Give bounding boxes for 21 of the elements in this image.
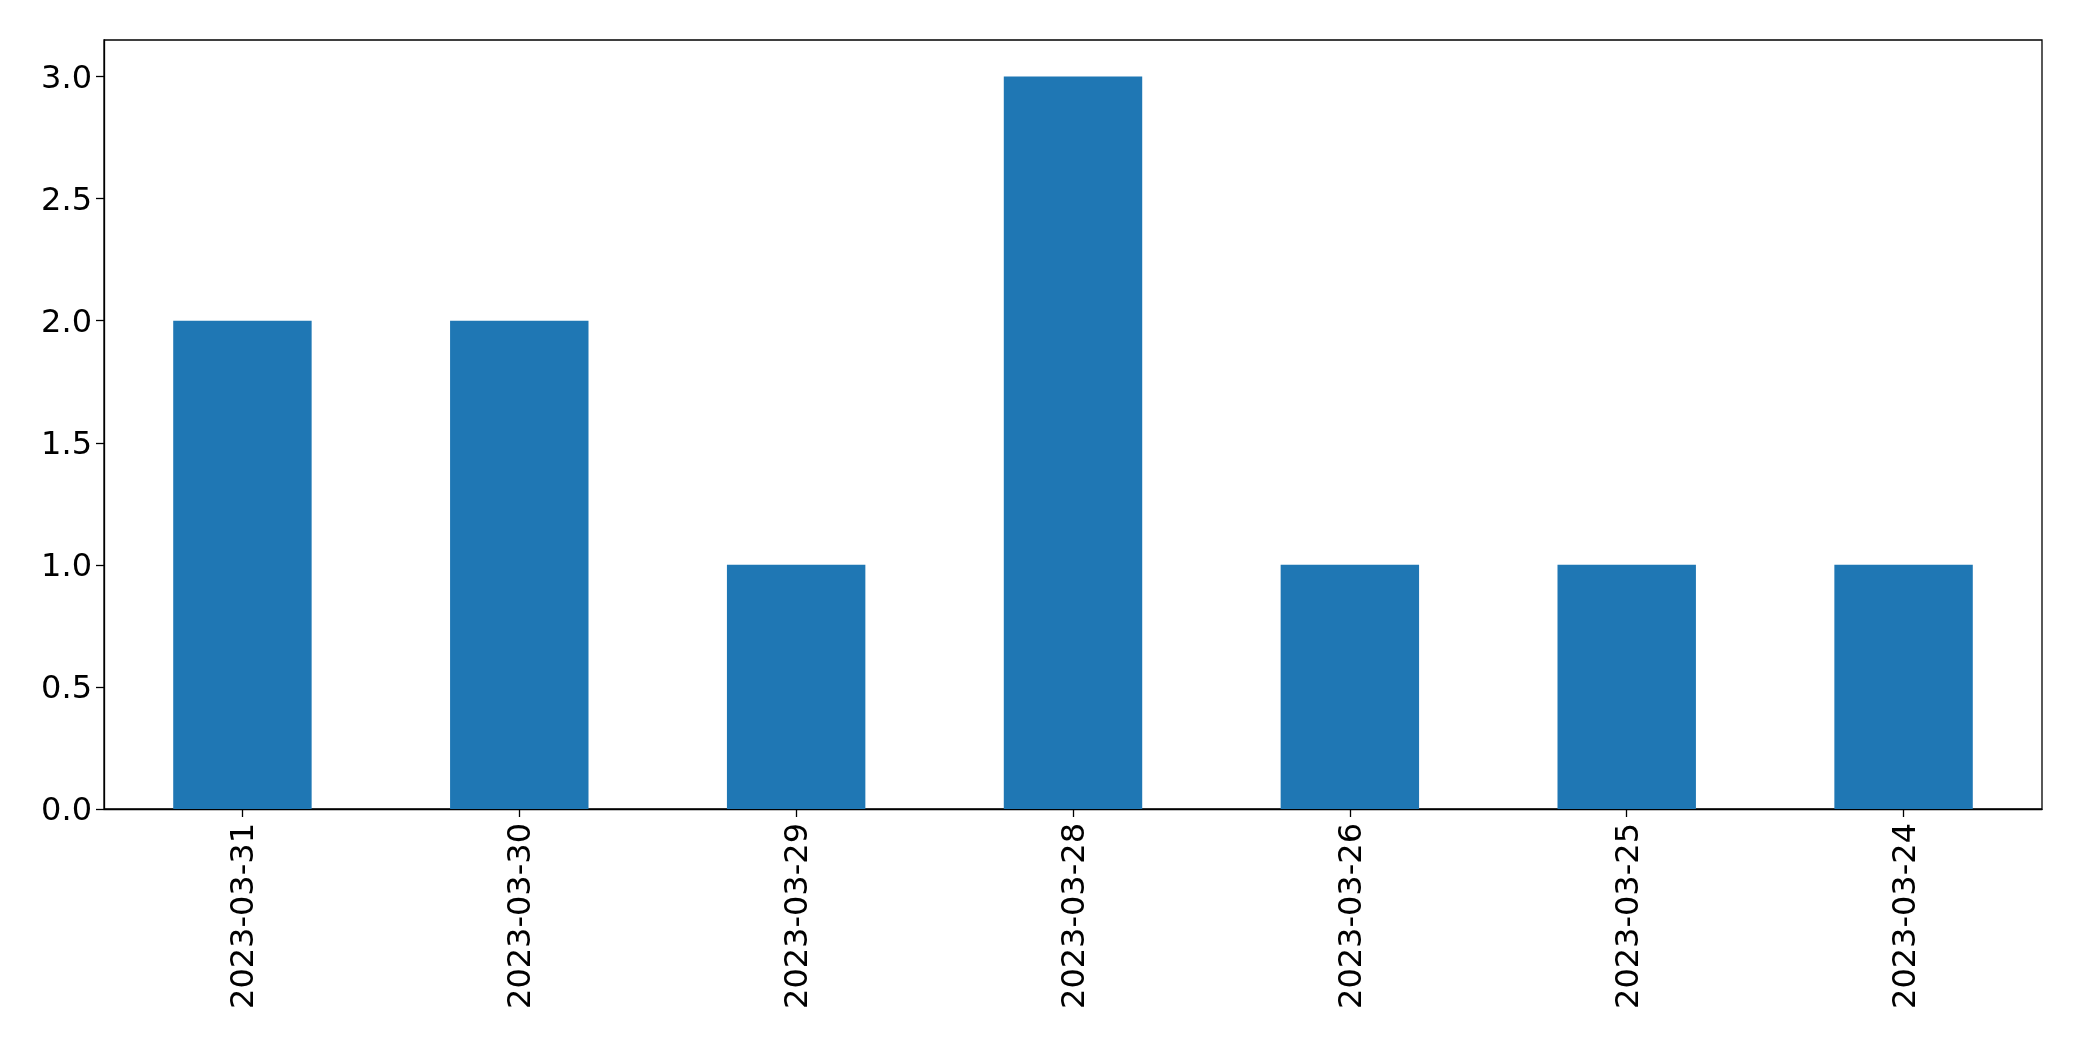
y-tick-label: 3.0 [41,57,92,96]
y-tick-label: 1.5 [41,423,92,462]
bar [450,320,589,809]
x-tick-label: 2023-03-30 [500,823,539,1009]
x-tick-label: 2023-03-29 [777,823,816,1009]
bar [1003,76,1143,809]
bar [173,320,312,809]
y-tick-label: 0.0 [41,790,92,828]
x-tick-label: 2023-03-31 [223,823,262,1009]
x-tick-label: 2023-03-25 [1607,823,1646,1009]
bar [1834,564,1973,809]
x-tick-label: 2023-03-28 [1054,823,1092,1009]
y-tick-label: 2.5 [41,179,92,218]
y-tick-label: 1.0 [41,545,92,584]
bar [726,564,866,809]
x-tick-label: 2023-03-24 [1884,823,1923,1009]
bar [1557,564,1696,809]
x-tick-label: 2023-03-26 [1330,823,1369,1009]
y-tick-label: 2.0 [41,301,92,340]
bar [1280,564,1420,809]
y-tick-label: 0.5 [41,667,92,706]
